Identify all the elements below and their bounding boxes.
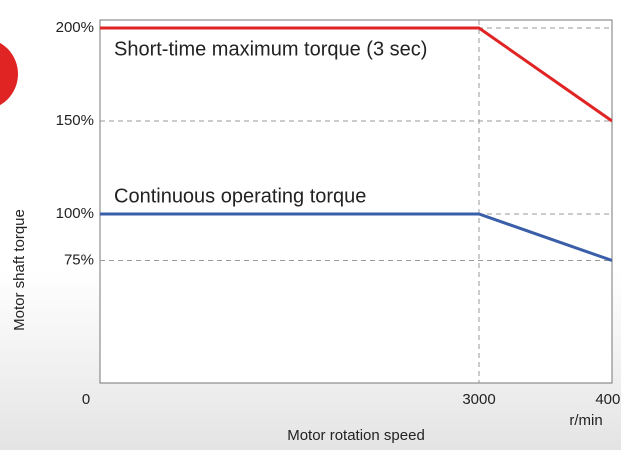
y-tick-label: 200% (56, 19, 94, 36)
plot-frame (99, 19, 613, 384)
y-axis-label: Motor shaft torque (11, 209, 28, 331)
series-line (100, 212, 612, 262)
x-unit: r/min (569, 412, 602, 429)
y-tick-label: 150% (56, 112, 94, 129)
lines (100, 26, 612, 262)
y-tick-label: 100% (56, 205, 94, 222)
badge (0, 42, 18, 106)
series-line (100, 26, 612, 123)
y-tick-label: 75% (64, 251, 94, 268)
x-axis-label: Motor rotation speed (287, 427, 425, 444)
series-label: Continuous operating torque (114, 185, 366, 207)
series-label: Short-time maximum torque (3 sec) (114, 38, 427, 60)
x-tick-label: 4000 (595, 391, 621, 408)
x-tick-label: 3000 (462, 391, 495, 408)
x-tick-label: 0 (82, 391, 90, 408)
